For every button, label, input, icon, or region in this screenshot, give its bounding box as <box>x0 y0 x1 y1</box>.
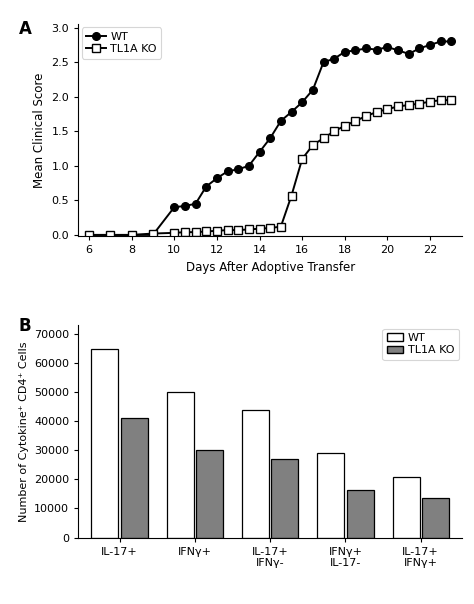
WT <box>235 165 241 173</box>
WT <box>342 48 347 56</box>
WT <box>225 168 230 175</box>
WT <box>417 45 422 52</box>
TL1A KO <box>246 226 252 233</box>
TL1A KO <box>267 225 273 232</box>
TL1A KO <box>225 226 230 234</box>
TL1A KO <box>150 230 155 237</box>
Line: TL1A KO: TL1A KO <box>85 97 456 239</box>
TL1A KO <box>342 122 347 129</box>
TL1A KO <box>256 225 262 233</box>
WT <box>246 162 252 170</box>
WT <box>203 183 209 190</box>
TL1A KO <box>182 228 188 236</box>
TL1A KO <box>192 228 198 236</box>
WT <box>107 231 113 239</box>
WT <box>299 98 305 106</box>
WT <box>320 59 326 66</box>
TL1A KO <box>320 135 326 142</box>
WT <box>406 50 411 57</box>
TL1A KO <box>235 226 241 234</box>
TL1A KO <box>299 155 305 162</box>
WT <box>374 46 380 53</box>
TL1A KO <box>417 100 422 108</box>
TL1A KO <box>363 112 369 120</box>
WT <box>353 47 358 54</box>
TL1A KO <box>278 223 283 230</box>
WT <box>310 86 316 94</box>
Bar <box>91 349 118 538</box>
TL1A KO <box>427 98 433 105</box>
Y-axis label: Mean Clinical Score: Mean Clinical Score <box>33 72 46 188</box>
WT <box>395 47 401 54</box>
Legend: WT, TL1A KO: WT, TL1A KO <box>82 28 161 59</box>
WT <box>384 43 390 51</box>
Bar <box>392 477 419 538</box>
TL1A KO <box>289 192 294 199</box>
TL1A KO <box>438 97 444 104</box>
WT <box>86 231 91 239</box>
WT <box>289 108 294 115</box>
X-axis label: Days After Adoptive Transfer: Days After Adoptive Transfer <box>185 261 355 274</box>
Line: WT: WT <box>85 37 456 239</box>
WT <box>128 231 135 239</box>
WT <box>331 55 337 62</box>
Legend: WT, TL1A KO: WT, TL1A KO <box>383 329 459 360</box>
WT <box>192 200 198 207</box>
Bar <box>196 451 223 538</box>
WT <box>150 231 155 239</box>
WT <box>171 204 177 211</box>
WT <box>448 38 454 45</box>
Bar <box>346 490 374 538</box>
Text: B: B <box>18 317 31 335</box>
TL1A KO <box>331 127 337 135</box>
TL1A KO <box>128 231 135 239</box>
WT <box>214 175 219 182</box>
WT <box>438 38 444 45</box>
WT <box>256 149 262 156</box>
WT <box>182 202 188 210</box>
TL1A KO <box>310 141 316 149</box>
WT <box>278 117 283 124</box>
Bar <box>317 453 344 538</box>
TL1A KO <box>86 231 91 239</box>
TL1A KO <box>107 231 113 239</box>
Text: A: A <box>18 20 32 38</box>
Y-axis label: Number of Cytokine⁺ CD4⁺ Cells: Number of Cytokine⁺ CD4⁺ Cells <box>18 341 28 522</box>
TL1A KO <box>171 230 177 237</box>
Bar <box>167 392 194 538</box>
TL1A KO <box>214 227 219 234</box>
TL1A KO <box>384 106 390 113</box>
WT <box>427 41 433 48</box>
TL1A KO <box>203 228 209 235</box>
WT <box>267 135 273 142</box>
TL1A KO <box>395 103 401 110</box>
Bar <box>121 419 148 538</box>
Bar <box>242 410 269 538</box>
WT <box>363 45 369 52</box>
TL1A KO <box>374 108 380 115</box>
Bar <box>422 498 449 538</box>
TL1A KO <box>353 117 358 124</box>
TL1A KO <box>448 97 454 104</box>
Bar <box>271 459 299 538</box>
TL1A KO <box>406 101 411 109</box>
